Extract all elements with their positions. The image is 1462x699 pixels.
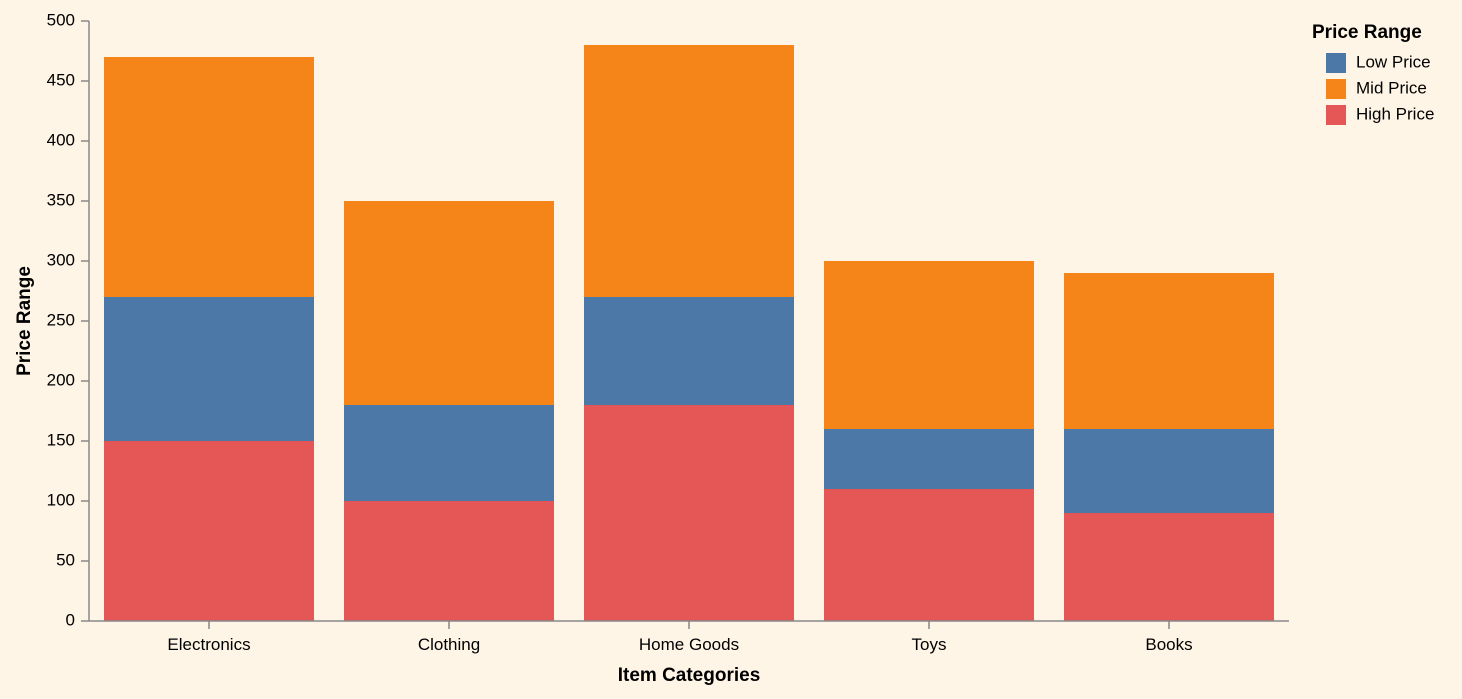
- x-tick-label: Clothing: [418, 635, 480, 654]
- bar-home-goods-mid-price: [584, 45, 794, 297]
- x-tick-label: Electronics: [167, 635, 250, 654]
- x-tick-label: Toys: [912, 635, 947, 654]
- y-axis-ticks: 0 50 100 150 200 250 300 350 400 450 500: [47, 10, 89, 629]
- bar-books-low-price: [1064, 429, 1274, 513]
- bar-toys-high-price: [824, 489, 1034, 621]
- bar-clothing-high-price: [344, 501, 554, 621]
- y-tick-label: 150: [47, 430, 75, 449]
- legend-title: Price Range: [1312, 22, 1422, 43]
- x-tick-label: Home Goods: [639, 635, 739, 654]
- y-tick-label: 500: [47, 10, 75, 29]
- bar-books-high-price: [1064, 513, 1274, 621]
- legend-label-high-price: High Price: [1356, 104, 1434, 123]
- bar-clothing-low-price: [344, 405, 554, 501]
- y-tick-label: 50: [56, 550, 75, 569]
- bar-electronics-low-price: [104, 297, 314, 441]
- legend-swatch-mid-price: [1326, 79, 1346, 99]
- bar-electronics-mid-price: [104, 57, 314, 297]
- y-tick-label: 100: [47, 490, 75, 509]
- bar-toys-mid-price: [824, 261, 1034, 429]
- legend-label-low-price: Low Price: [1356, 52, 1431, 71]
- bar-toys-low-price: [824, 429, 1034, 489]
- bar-home-goods-low-price: [584, 297, 794, 405]
- y-tick-label: 0: [66, 610, 75, 629]
- legend-swatch-low-price: [1326, 53, 1346, 73]
- bar-home-goods-high-price: [584, 405, 794, 621]
- bar-electronics-high-price: [104, 441, 314, 621]
- legend: Price Range Low Price Mid Price High Price: [1312, 22, 1434, 125]
- bar-clothing-mid-price: [344, 201, 554, 405]
- y-tick-label: 400: [47, 130, 75, 149]
- legend-items: Low Price Mid Price High Price: [1326, 52, 1434, 125]
- bar-books-mid-price: [1064, 273, 1274, 429]
- x-tick-label: Books: [1145, 635, 1192, 654]
- bars-layer: [104, 45, 1274, 621]
- y-tick-label: 300: [47, 250, 75, 269]
- axes-layer: 0 50 100 150 200 250 300 350 400 450 500 Electroni…: [47, 10, 1289, 654]
- y-axis-title: Price Range: [14, 266, 35, 376]
- y-tick-label: 250: [47, 310, 75, 329]
- y-tick-label: 200: [47, 370, 75, 389]
- x-axis-ticks: Electronics Clothing Home Goods Toys Books: [167, 621, 1193, 654]
- y-tick-label: 350: [47, 190, 75, 209]
- legend-label-mid-price: Mid Price: [1356, 78, 1427, 97]
- x-axis-title: Item Categories: [618, 665, 761, 686]
- y-tick-label: 450: [47, 70, 75, 89]
- legend-swatch-high-price: [1326, 105, 1346, 125]
